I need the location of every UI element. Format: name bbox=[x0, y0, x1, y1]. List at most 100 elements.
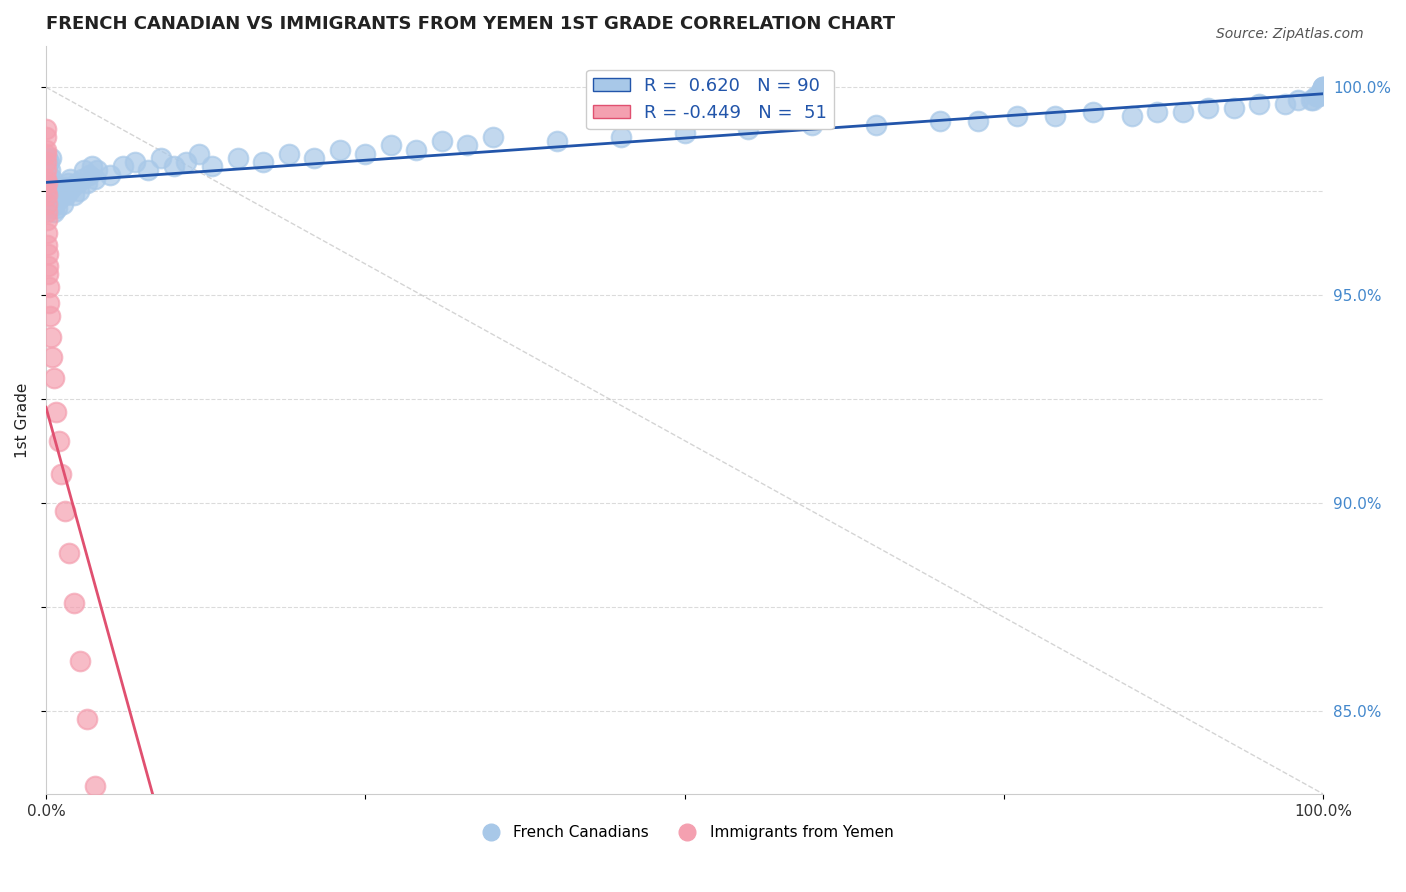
Point bbox=[44, 196, 66, 211]
Point bbox=[1223, 101, 1246, 115]
Point bbox=[48, 193, 70, 207]
Point bbox=[967, 113, 990, 128]
Point bbox=[1146, 105, 1168, 120]
Point bbox=[1308, 88, 1330, 103]
Point bbox=[41, 184, 63, 198]
Point bbox=[80, 159, 103, 173]
Point bbox=[1312, 80, 1334, 95]
Text: FRENCH CANADIAN VS IMMIGRANTS FROM YEMEN 1ST GRADE CORRELATION CHART: FRENCH CANADIAN VS IMMIGRANTS FROM YEMEN… bbox=[46, 15, 896, 33]
Point bbox=[1171, 105, 1194, 120]
Point bbox=[176, 155, 198, 169]
Point bbox=[38, 155, 60, 169]
Point bbox=[37, 226, 59, 240]
Point bbox=[38, 163, 60, 178]
Point bbox=[737, 121, 759, 136]
Point bbox=[59, 171, 82, 186]
Point bbox=[35, 213, 58, 227]
Point bbox=[60, 180, 83, 194]
Point bbox=[1305, 88, 1327, 103]
Point bbox=[38, 188, 60, 202]
Point bbox=[430, 134, 453, 148]
Point bbox=[67, 184, 90, 198]
Point bbox=[37, 246, 59, 260]
Point bbox=[42, 205, 65, 219]
Point bbox=[35, 130, 58, 145]
Point bbox=[93, 849, 115, 863]
Point bbox=[39, 151, 62, 165]
Point bbox=[1312, 80, 1334, 95]
Point bbox=[51, 184, 73, 198]
Point bbox=[1274, 96, 1296, 111]
Point bbox=[39, 176, 62, 190]
Point bbox=[35, 188, 58, 202]
Point bbox=[51, 467, 73, 481]
Point bbox=[70, 171, 93, 186]
Point bbox=[1083, 105, 1105, 120]
Point bbox=[45, 404, 67, 418]
Point bbox=[56, 176, 79, 190]
Point bbox=[35, 196, 58, 211]
Point bbox=[37, 184, 59, 198]
Point bbox=[39, 201, 62, 215]
Point bbox=[37, 238, 59, 252]
Point bbox=[35, 163, 58, 178]
Point bbox=[482, 130, 505, 145]
Point bbox=[1309, 84, 1331, 98]
Point bbox=[38, 168, 60, 182]
Point bbox=[98, 168, 121, 182]
Point bbox=[35, 176, 58, 190]
Point bbox=[1308, 88, 1330, 103]
Point bbox=[35, 205, 58, 219]
Point bbox=[380, 138, 402, 153]
Point bbox=[35, 143, 58, 157]
Point bbox=[188, 146, 211, 161]
Point bbox=[929, 113, 952, 128]
Point bbox=[38, 309, 60, 323]
Point bbox=[37, 259, 59, 273]
Point bbox=[58, 184, 80, 198]
Point bbox=[55, 188, 77, 202]
Point bbox=[48, 434, 70, 448]
Point bbox=[41, 171, 63, 186]
Point bbox=[42, 180, 65, 194]
Point bbox=[1043, 109, 1066, 123]
Point bbox=[456, 138, 478, 153]
Point bbox=[35, 184, 58, 198]
Point bbox=[86, 163, 108, 178]
Point bbox=[35, 155, 58, 169]
Point bbox=[329, 143, 352, 157]
Point bbox=[37, 159, 59, 173]
Point bbox=[58, 546, 80, 560]
Point bbox=[42, 371, 65, 385]
Y-axis label: 1st Grade: 1st Grade bbox=[15, 382, 30, 458]
Text: Source: ZipAtlas.com: Source: ZipAtlas.com bbox=[1216, 27, 1364, 41]
Point bbox=[149, 151, 172, 165]
Point bbox=[405, 143, 427, 157]
Point bbox=[76, 176, 98, 190]
Legend: French Canadians, Immigrants from Yemen: French Canadians, Immigrants from Yemen bbox=[470, 819, 900, 847]
Point bbox=[37, 171, 59, 186]
Point bbox=[41, 351, 63, 365]
Point bbox=[252, 155, 274, 169]
Point bbox=[801, 118, 824, 132]
Point bbox=[52, 196, 75, 211]
Point bbox=[124, 155, 146, 169]
Point bbox=[35, 121, 58, 136]
Point bbox=[201, 159, 224, 173]
Point bbox=[354, 146, 377, 161]
Point bbox=[37, 268, 59, 282]
Point bbox=[277, 146, 299, 161]
Point bbox=[1312, 80, 1334, 95]
Point bbox=[1005, 109, 1028, 123]
Point bbox=[38, 280, 60, 294]
Point bbox=[1302, 93, 1324, 107]
Point bbox=[1286, 93, 1309, 107]
Point bbox=[53, 504, 76, 518]
Point bbox=[35, 146, 58, 161]
Point bbox=[76, 712, 98, 726]
Point bbox=[63, 188, 86, 202]
Point bbox=[69, 654, 91, 668]
Point bbox=[41, 193, 63, 207]
Point bbox=[53, 180, 76, 194]
Point bbox=[39, 329, 62, 343]
